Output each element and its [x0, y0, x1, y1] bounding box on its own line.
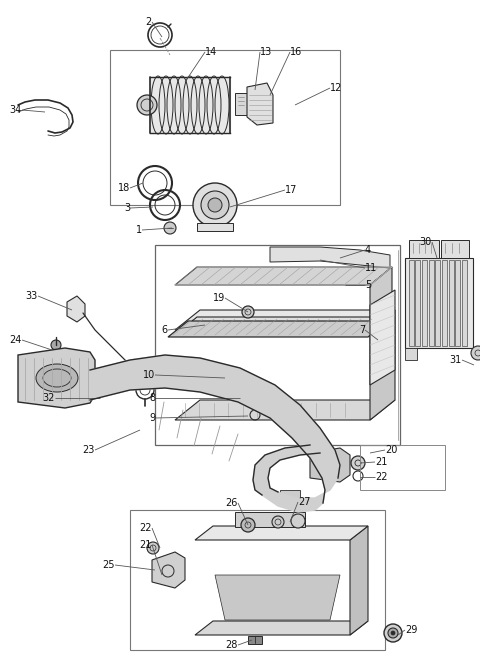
Text: 2: 2	[146, 17, 152, 27]
Text: 9: 9	[149, 413, 155, 423]
Polygon shape	[215, 575, 340, 620]
Text: 8: 8	[149, 393, 155, 403]
Circle shape	[238, 388, 252, 402]
Bar	[248, 636, 262, 644]
Polygon shape	[370, 290, 395, 385]
Circle shape	[51, 340, 61, 350]
Text: 24: 24	[10, 335, 22, 345]
Text: 10: 10	[143, 370, 155, 380]
Text: 28: 28	[226, 640, 238, 650]
Polygon shape	[370, 310, 395, 420]
Bar	[409, 260, 414, 346]
Text: 16: 16	[290, 47, 302, 57]
Bar	[449, 260, 454, 346]
Polygon shape	[90, 355, 340, 512]
Circle shape	[384, 624, 402, 642]
Text: 32: 32	[43, 393, 55, 403]
Text: 7: 7	[359, 325, 365, 335]
Bar	[455, 260, 460, 346]
Bar	[429, 260, 434, 346]
Bar	[235, 93, 247, 115]
Text: 26: 26	[226, 498, 238, 508]
Polygon shape	[253, 445, 320, 495]
Text: 14: 14	[205, 47, 217, 57]
Polygon shape	[310, 448, 350, 482]
Polygon shape	[67, 296, 85, 322]
Circle shape	[193, 183, 237, 227]
Bar	[442, 260, 447, 346]
Circle shape	[201, 191, 229, 219]
Polygon shape	[18, 348, 95, 408]
Polygon shape	[247, 83, 273, 125]
Circle shape	[388, 628, 398, 638]
Text: 11: 11	[365, 263, 377, 273]
Text: 27: 27	[298, 497, 311, 507]
Text: 29: 29	[405, 625, 418, 635]
Circle shape	[351, 456, 365, 470]
Text: 1: 1	[136, 225, 142, 235]
Bar	[422, 260, 427, 346]
Polygon shape	[175, 310, 395, 330]
Bar	[280, 490, 300, 498]
Bar	[462, 260, 467, 346]
Text: 22: 22	[140, 523, 152, 533]
Polygon shape	[270, 247, 390, 268]
Text: 31: 31	[450, 355, 462, 365]
Bar	[155, 245, 400, 445]
Text: 3: 3	[124, 203, 130, 213]
Text: 21: 21	[375, 457, 387, 467]
Text: 6: 6	[162, 325, 168, 335]
Circle shape	[272, 516, 284, 528]
Bar	[435, 260, 440, 346]
Circle shape	[147, 542, 159, 554]
Bar	[110, 50, 340, 205]
Circle shape	[242, 306, 254, 318]
Polygon shape	[405, 348, 417, 360]
Circle shape	[241, 518, 255, 532]
Polygon shape	[175, 400, 395, 420]
Polygon shape	[195, 621, 368, 635]
Polygon shape	[175, 267, 392, 285]
Bar	[409, 240, 439, 258]
Circle shape	[208, 198, 222, 212]
Text: 23: 23	[83, 445, 95, 455]
Polygon shape	[195, 526, 368, 540]
Polygon shape	[175, 317, 392, 335]
Circle shape	[164, 222, 176, 234]
Text: 22: 22	[375, 472, 387, 482]
Bar	[235, 512, 305, 527]
Polygon shape	[350, 526, 368, 635]
Text: 34: 34	[10, 105, 22, 115]
Polygon shape	[370, 267, 392, 335]
Circle shape	[137, 95, 157, 115]
Circle shape	[471, 346, 480, 360]
Polygon shape	[152, 552, 185, 588]
Text: 4: 4	[365, 245, 371, 255]
Polygon shape	[168, 321, 388, 337]
Text: 13: 13	[260, 47, 272, 57]
Text: 12: 12	[330, 83, 342, 93]
Text: 20: 20	[385, 445, 397, 455]
Bar	[130, 510, 385, 650]
Text: 17: 17	[285, 185, 298, 195]
Bar	[441, 240, 469, 258]
Ellipse shape	[36, 364, 78, 392]
Bar	[360, 445, 445, 490]
Text: 21: 21	[140, 540, 152, 550]
Text: 18: 18	[118, 183, 130, 193]
Text: 19: 19	[213, 293, 225, 303]
Text: 25: 25	[103, 560, 115, 570]
Bar	[415, 260, 420, 346]
Bar	[405, 258, 473, 348]
Circle shape	[291, 514, 305, 528]
Text: 5: 5	[365, 280, 371, 290]
Circle shape	[391, 631, 395, 635]
Text: 33: 33	[26, 291, 38, 301]
Text: 30: 30	[420, 237, 432, 247]
Bar	[197, 223, 233, 231]
Polygon shape	[150, 77, 230, 133]
